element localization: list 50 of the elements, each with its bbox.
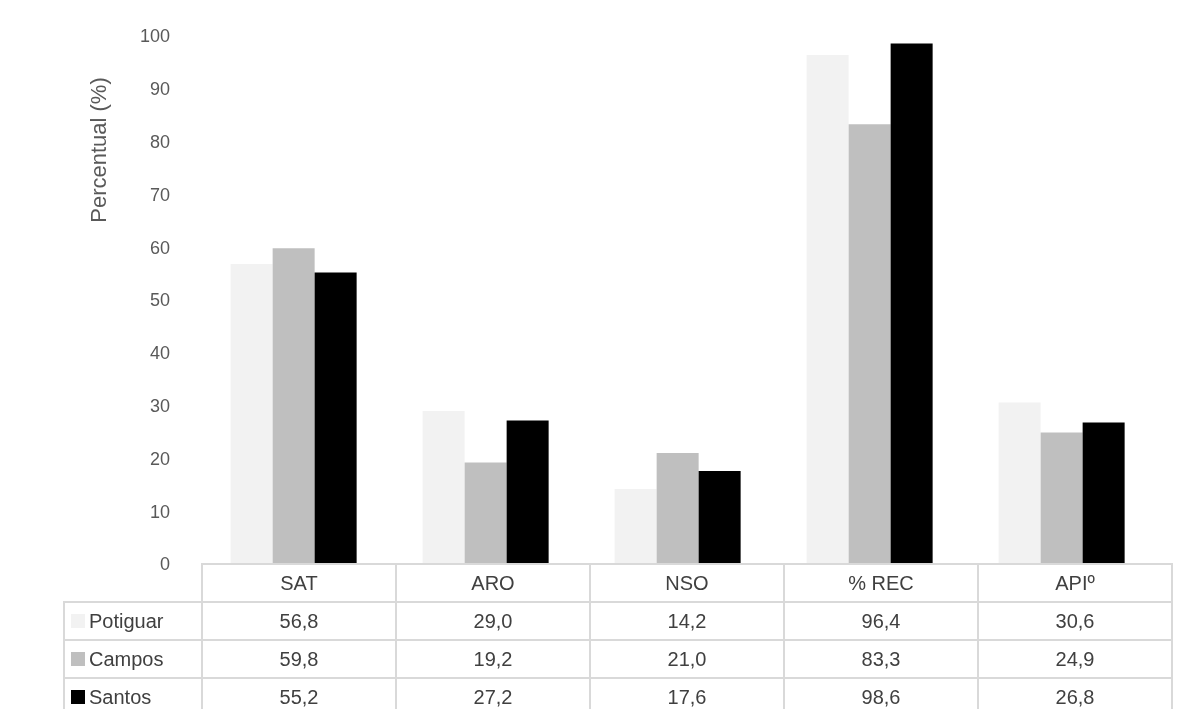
y-tick-label: 90 xyxy=(149,79,170,100)
data-label: 14,2 xyxy=(590,602,784,640)
y-tick-label: 60 xyxy=(149,237,170,258)
data-label: 98,6 xyxy=(784,678,978,709)
y-tick-label: 0 xyxy=(159,554,170,575)
legend-label: Campos xyxy=(64,640,202,678)
y-tick-label: 80 xyxy=(149,131,170,152)
data-label: 24,9 xyxy=(978,640,1172,678)
data-label: 17,6 xyxy=(590,678,784,709)
y-tick-label: 40 xyxy=(149,343,170,364)
bar xyxy=(422,410,465,564)
bar xyxy=(506,420,549,564)
data-label: 26,8 xyxy=(978,678,1172,709)
bar xyxy=(272,248,315,564)
bar xyxy=(1040,432,1083,564)
bar xyxy=(614,489,657,564)
bar xyxy=(998,402,1041,564)
y-tick-label: 100 xyxy=(139,26,170,47)
bar xyxy=(656,453,699,564)
y-tick-label: 70 xyxy=(149,184,170,205)
bar xyxy=(464,462,507,564)
data-label: 55,2 xyxy=(202,678,396,709)
y-axis-title: Percentual (%) xyxy=(85,77,111,223)
bar xyxy=(806,55,849,564)
bar xyxy=(848,124,891,564)
y-tick-label: 50 xyxy=(149,290,170,311)
legend-label: Santos xyxy=(64,678,202,709)
data-label: 56,8 xyxy=(202,602,396,640)
x-tick-label: APIº xyxy=(978,564,1172,602)
x-tick-label: % REC xyxy=(784,564,978,602)
x-tick-label: NSO xyxy=(590,564,784,602)
data-label: 27,2 xyxy=(396,678,590,709)
data-label: 83,3 xyxy=(784,640,978,678)
bar xyxy=(1082,422,1125,564)
bar xyxy=(890,43,933,564)
y-tick-label: 10 xyxy=(149,501,170,522)
data-label: 30,6 xyxy=(978,602,1172,640)
data-label: 19,2 xyxy=(396,640,590,678)
bar xyxy=(230,264,273,564)
data-label: 59,8 xyxy=(202,640,396,678)
x-tick-label: SAT xyxy=(202,564,396,602)
data-label: 29,0 xyxy=(396,602,590,640)
data-label: 21,0 xyxy=(590,640,784,678)
legend-label: Potiguar xyxy=(64,602,202,640)
bar xyxy=(314,272,357,564)
y-tick-label: 30 xyxy=(149,395,170,416)
bar xyxy=(698,471,741,564)
y-tick-label: 20 xyxy=(149,448,170,469)
data-label: 96,4 xyxy=(784,602,978,640)
x-tick-label: ARO xyxy=(396,564,590,602)
